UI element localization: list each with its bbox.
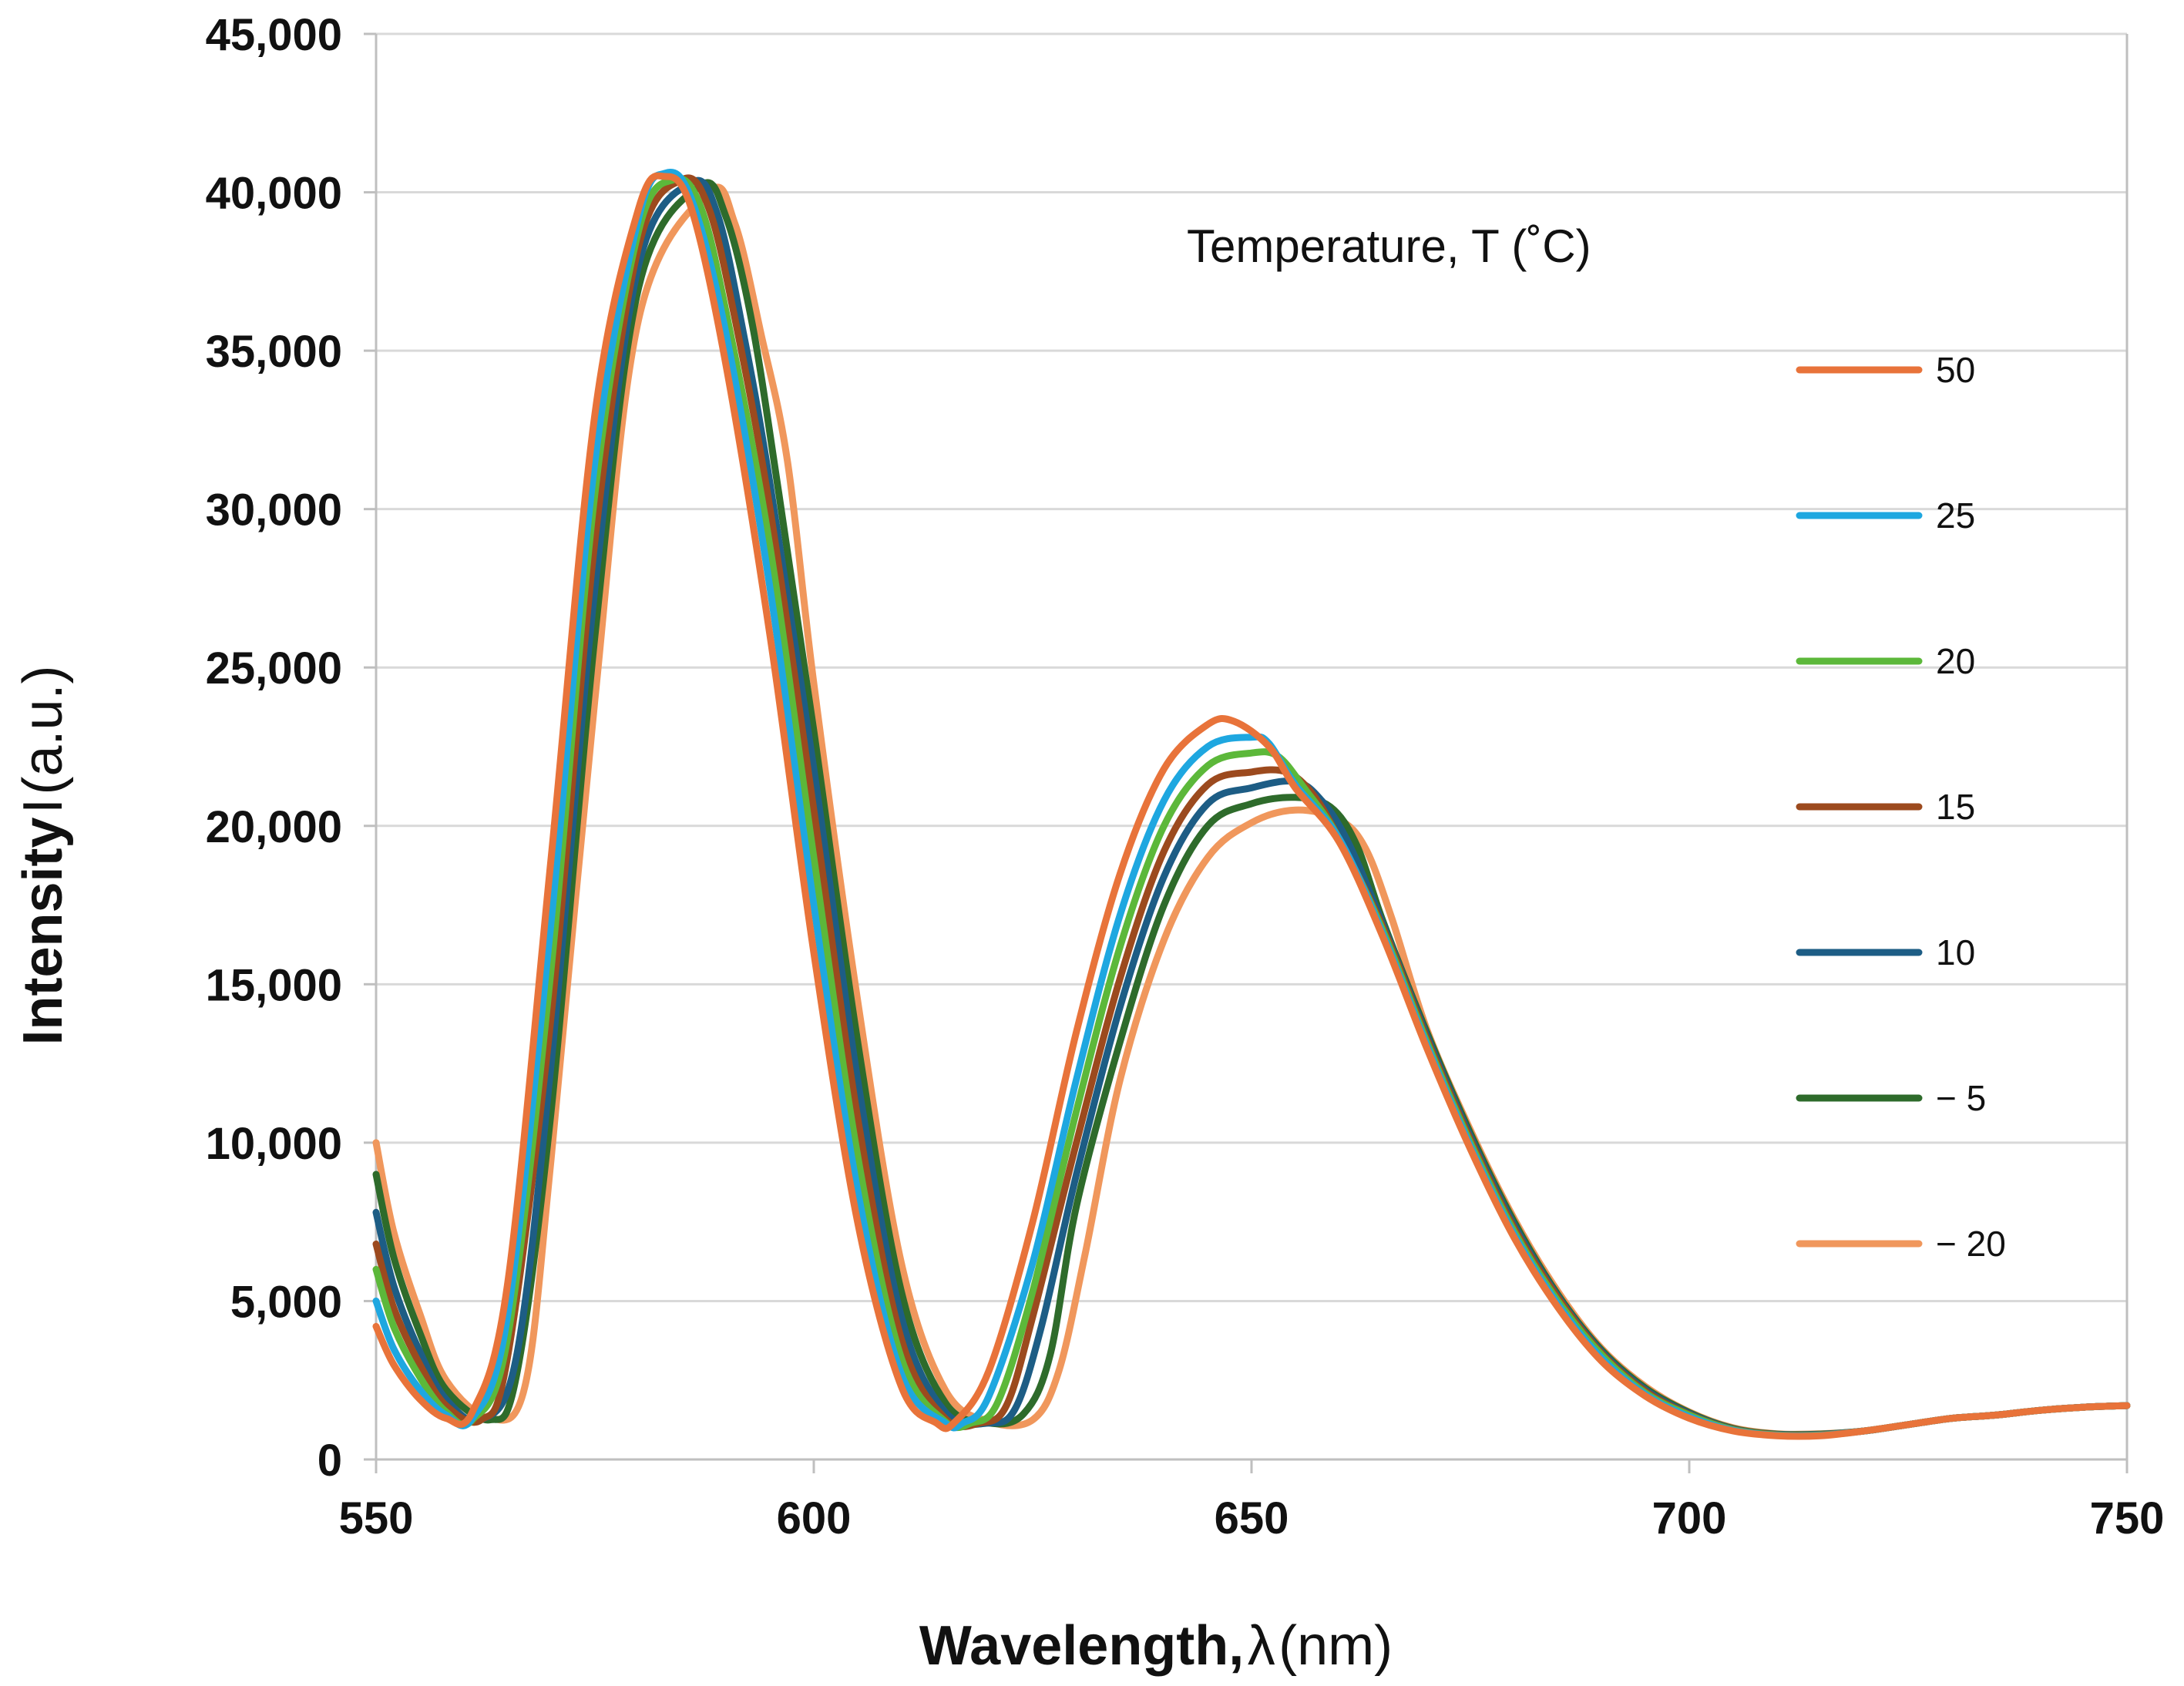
x-axis-title: Wavelength, λ (nm) bbox=[919, 1615, 1393, 1677]
legend-item: − 5 bbox=[1796, 1078, 1986, 1118]
y-tick-label: 25,000 bbox=[206, 643, 342, 694]
y-tick-label: 40,000 bbox=[206, 169, 342, 219]
x-tick-label: 700 bbox=[1652, 1493, 1727, 1543]
series-lines bbox=[372, 168, 2131, 1440]
legend-item: 25 bbox=[1796, 495, 1975, 536]
y-axis-title-symbol: I bbox=[12, 798, 74, 814]
y-tick-label: 15,000 bbox=[206, 960, 342, 1010]
legend-label: − 20 bbox=[1936, 1224, 2006, 1264]
y-tick-label: 35,000 bbox=[206, 327, 342, 377]
y-axis-title: Intensity I (a.u.) bbox=[12, 665, 74, 1045]
x-tick-label: 650 bbox=[1215, 1493, 1289, 1543]
y-axis-title-main: Intensity bbox=[12, 817, 74, 1045]
legend-item: 50 bbox=[1796, 350, 1975, 390]
x-axis-title-unit: (nm) bbox=[1278, 1615, 1393, 1677]
x-tick-label: 750 bbox=[2090, 1493, 2165, 1543]
y-tick-label: 10,000 bbox=[206, 1119, 342, 1169]
tick-labels: 550 600 650 700 750 0 5,000 10,000 15,000 20,000 2… bbox=[206, 10, 2165, 1543]
gridlines bbox=[376, 32, 2127, 1302]
y-tick-label: 30,000 bbox=[206, 485, 342, 536]
legend-label: − 5 bbox=[1936, 1078, 1986, 1118]
x-tick-label: 600 bbox=[777, 1493, 852, 1543]
y-tick-label: 20,000 bbox=[206, 802, 342, 852]
legend-label: 20 bbox=[1936, 641, 1975, 681]
x-axis-title-main: Wavelength, bbox=[919, 1615, 1244, 1677]
legend-title: Temperature, T (˚C) bbox=[1187, 220, 1591, 272]
x-tick-label: 550 bbox=[339, 1493, 414, 1543]
legend: 50 25 20 15 10 − 5 − 20 bbox=[1796, 350, 2006, 1264]
legend-item: − 20 bbox=[1796, 1224, 2006, 1264]
legend-item: 20 bbox=[1796, 641, 1975, 681]
y-axis-title-unit: (a.u.) bbox=[12, 665, 74, 794]
series-line-50 bbox=[372, 172, 2131, 1440]
y-tick-label: 5,000 bbox=[230, 1277, 342, 1327]
legend-label: 25 bbox=[1936, 495, 1975, 536]
x-axis-title-symbol: λ bbox=[1248, 1615, 1275, 1677]
legend-label: 50 bbox=[1936, 350, 1975, 390]
legend-label: 15 bbox=[1936, 787, 1975, 827]
legend-label: 10 bbox=[1936, 932, 1975, 972]
legend-item: 15 bbox=[1796, 787, 1975, 827]
y-tick-label: 0 bbox=[318, 1436, 342, 1486]
y-tick-label: 45,000 bbox=[206, 10, 342, 60]
legend-item: 10 bbox=[1796, 932, 1975, 972]
